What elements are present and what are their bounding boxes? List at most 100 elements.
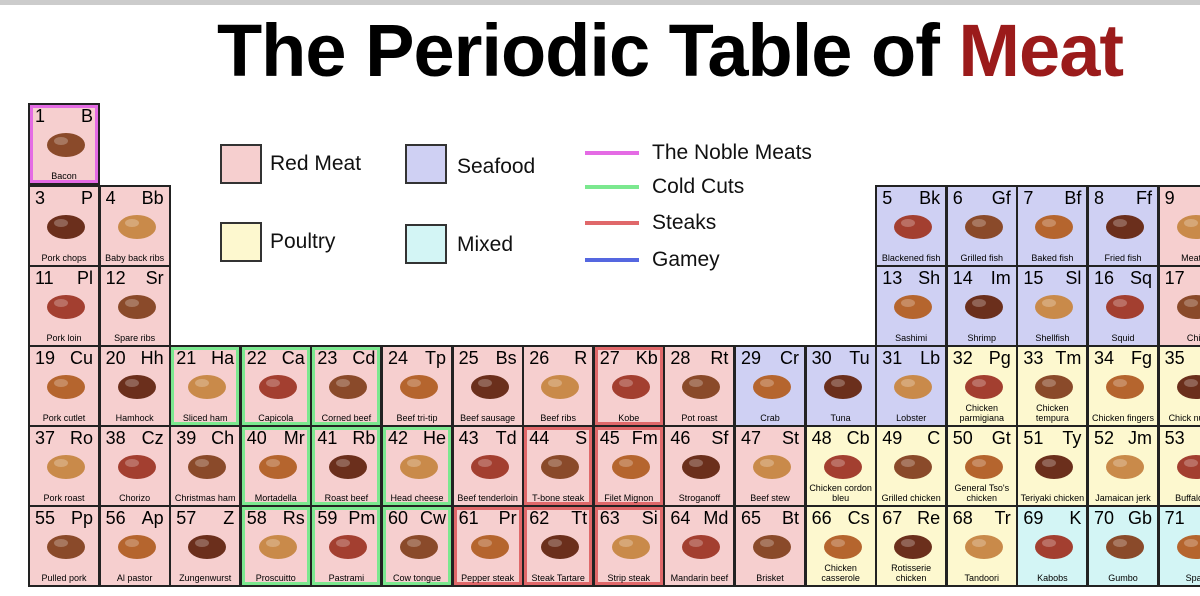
element-number: 23 <box>317 348 338 368</box>
element-name: Al pastor <box>116 573 153 583</box>
element-cell: 68 Tr Tandoori <box>945 505 1018 587</box>
element-number: 39 <box>176 428 197 448</box>
element-symbol: Bf <box>1064 188 1082 208</box>
element-cell: 4 Bb Baby back ribs <box>98 185 171 267</box>
food-image <box>329 455 368 479</box>
element-cell: 56 Ap Al pastor <box>98 505 171 587</box>
element-name: Pork roast <box>43 493 85 503</box>
element-cell: 25 Bs Beef sausage <box>451 345 524 427</box>
element-symbol: B <box>80 106 93 126</box>
element-name: Beef tenderloin <box>457 493 518 503</box>
food-image <box>1106 215 1144 239</box>
legend-label: Red Meat <box>270 152 362 175</box>
food-image <box>400 375 438 399</box>
element-cell: 50 Gt General Tso's chicken <box>945 425 1018 507</box>
element-name: Beef stew <box>750 493 790 503</box>
element-cell: 58 Rs Proscuitto <box>239 505 312 587</box>
element-symbol: Rt <box>710 348 729 368</box>
element-cell: 8 Ff Fried fish <box>1087 185 1159 267</box>
food-image <box>470 535 509 559</box>
legend-label: Cold Cuts <box>652 175 745 198</box>
element-name: Strip steak <box>607 573 651 583</box>
element-symbol: Rs <box>282 508 305 528</box>
element-cell: 33 Tm Chicken tempura <box>1016 345 1089 427</box>
element-symbol: St <box>781 428 799 448</box>
food-image <box>823 455 862 479</box>
food-image <box>682 455 721 479</box>
element-cell: 63 Si Strip steak <box>592 505 665 587</box>
food-image <box>541 535 580 559</box>
legend-label: Seafood <box>457 155 536 178</box>
food-image <box>611 455 650 479</box>
element-number: 61 <box>458 508 479 528</box>
element-number: 44 <box>529 428 550 448</box>
element-symbol: Ca <box>281 348 305 368</box>
element-symbol: Tp <box>424 348 446 368</box>
food-image <box>753 535 791 559</box>
element-name: Grilled chicken <box>881 493 941 503</box>
food-image <box>1035 375 1074 399</box>
legend-line <box>585 258 639 262</box>
element-name: Grilled fish <box>960 253 1004 263</box>
element-name: Chorizo <box>119 493 151 503</box>
food-image <box>1035 455 1074 479</box>
element-number: 64 <box>670 508 691 528</box>
food-image <box>47 133 85 157</box>
element-symbol: Fg <box>1130 348 1152 368</box>
element-symbol: Sr <box>145 268 164 288</box>
element-number: 40 <box>246 428 267 448</box>
element-number: 3 <box>35 188 46 208</box>
element-number: 20 <box>105 348 126 368</box>
element-number: 52 <box>1094 428 1115 448</box>
element-cell: 16 Sq Squid <box>1087 265 1159 347</box>
food-image <box>541 455 580 479</box>
element-symbol: Cb <box>846 428 870 448</box>
element-name: Chicken fingers <box>1091 413 1155 423</box>
element-cell: 19 Cu Pork cutlet <box>28 345 100 427</box>
element-number: 12 <box>105 268 126 288</box>
element-number: 30 <box>811 348 832 368</box>
food-image <box>1176 215 1200 239</box>
food-image <box>47 375 85 399</box>
element-symbol: Sl <box>1065 268 1082 288</box>
element-symbol: Jm <box>1128 428 1152 448</box>
food-image <box>117 455 156 479</box>
element-name: Crab <box>760 413 780 423</box>
element-cell: 20 Hh Hamhock <box>98 345 171 427</box>
food-image <box>823 535 862 559</box>
element-number: 25 <box>458 348 479 368</box>
element-name: General Tso's chicken <box>954 483 1010 503</box>
element-name: Pastrami <box>328 573 365 583</box>
food-image <box>470 455 509 479</box>
food-image <box>964 375 1003 399</box>
element-cell: 38 Cz Chorizo <box>98 425 171 507</box>
element-name: Squid <box>1111 333 1135 343</box>
element-number: 35 <box>1164 348 1185 368</box>
food-image <box>400 535 438 559</box>
element-name: Chicken casserole <box>821 563 860 583</box>
element-cell: 41 Rb Roast beef <box>310 425 383 507</box>
food-image <box>753 455 791 479</box>
food-image <box>823 375 862 399</box>
element-cell: 27 Kb Kobe <box>592 345 665 427</box>
element-number: 28 <box>670 348 691 368</box>
element-cell: 9MMeatb <box>1157 185 1200 267</box>
element-number: 37 <box>35 428 56 448</box>
title-text: The Periodic Table of <box>216 9 940 92</box>
element-name: Filet Mignon <box>604 493 654 503</box>
element-number: 70 <box>1094 508 1115 528</box>
element-number: 45 <box>599 428 620 448</box>
element-symbol: Bt <box>781 508 799 528</box>
element-number: 21 <box>176 348 197 368</box>
element-symbol: Tt <box>571 508 588 528</box>
element-symbol: Kb <box>635 348 658 368</box>
food-image <box>117 295 156 319</box>
element-symbol: Bb <box>141 188 164 208</box>
element-symbol: Ap <box>141 508 164 528</box>
food-image <box>1176 455 1200 479</box>
element-name: Chi <box>1186 333 1200 343</box>
element-cell: 3 P Pork chops <box>28 185 100 267</box>
element-name: Mortadella <box>254 493 297 503</box>
food-image <box>541 375 580 399</box>
food-image <box>258 535 297 559</box>
